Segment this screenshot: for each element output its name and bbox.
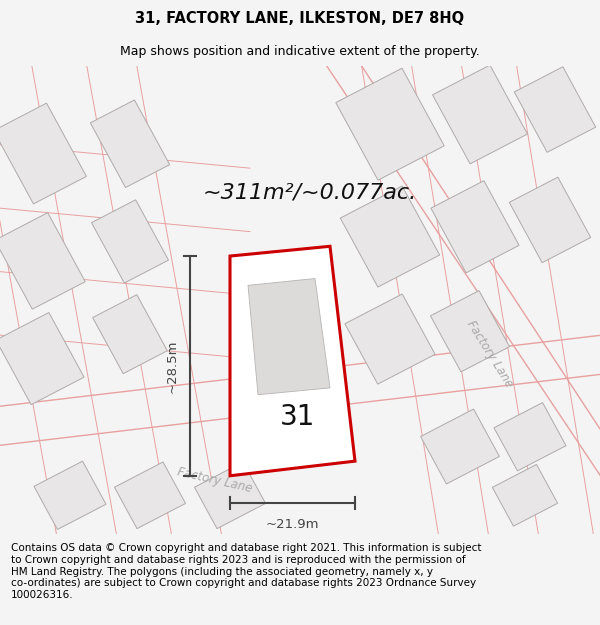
- Polygon shape: [493, 464, 557, 526]
- Polygon shape: [514, 67, 596, 152]
- Polygon shape: [0, 213, 85, 309]
- Text: ~311m²/~0.077ac.: ~311m²/~0.077ac.: [203, 182, 417, 203]
- Text: Map shows position and indicative extent of the property.: Map shows position and indicative extent…: [120, 45, 480, 58]
- Polygon shape: [336, 68, 444, 180]
- Polygon shape: [433, 65, 527, 164]
- Text: Factory Lane: Factory Lane: [464, 318, 516, 389]
- Polygon shape: [431, 181, 519, 273]
- Text: Contains OS data © Crown copyright and database right 2021. This information is : Contains OS data © Crown copyright and d…: [11, 543, 481, 600]
- Polygon shape: [494, 402, 566, 471]
- Polygon shape: [91, 100, 170, 188]
- Text: 31, FACTORY LANE, ILKESTON, DE7 8HQ: 31, FACTORY LANE, ILKESTON, DE7 8HQ: [136, 11, 464, 26]
- Text: ~21.9m: ~21.9m: [266, 518, 319, 531]
- Text: ~28.5m: ~28.5m: [166, 339, 179, 392]
- Text: 31: 31: [280, 403, 316, 431]
- Polygon shape: [340, 186, 440, 287]
- Polygon shape: [194, 462, 266, 529]
- Polygon shape: [248, 279, 330, 395]
- Polygon shape: [421, 409, 499, 484]
- Polygon shape: [0, 103, 86, 204]
- Polygon shape: [230, 246, 355, 476]
- Polygon shape: [34, 461, 106, 529]
- Polygon shape: [430, 291, 509, 372]
- Polygon shape: [91, 200, 169, 283]
- Polygon shape: [509, 177, 591, 262]
- Polygon shape: [0, 312, 84, 404]
- Polygon shape: [345, 294, 435, 384]
- Polygon shape: [92, 295, 167, 374]
- Polygon shape: [115, 462, 185, 529]
- Text: Factory Lane: Factory Lane: [176, 466, 254, 496]
